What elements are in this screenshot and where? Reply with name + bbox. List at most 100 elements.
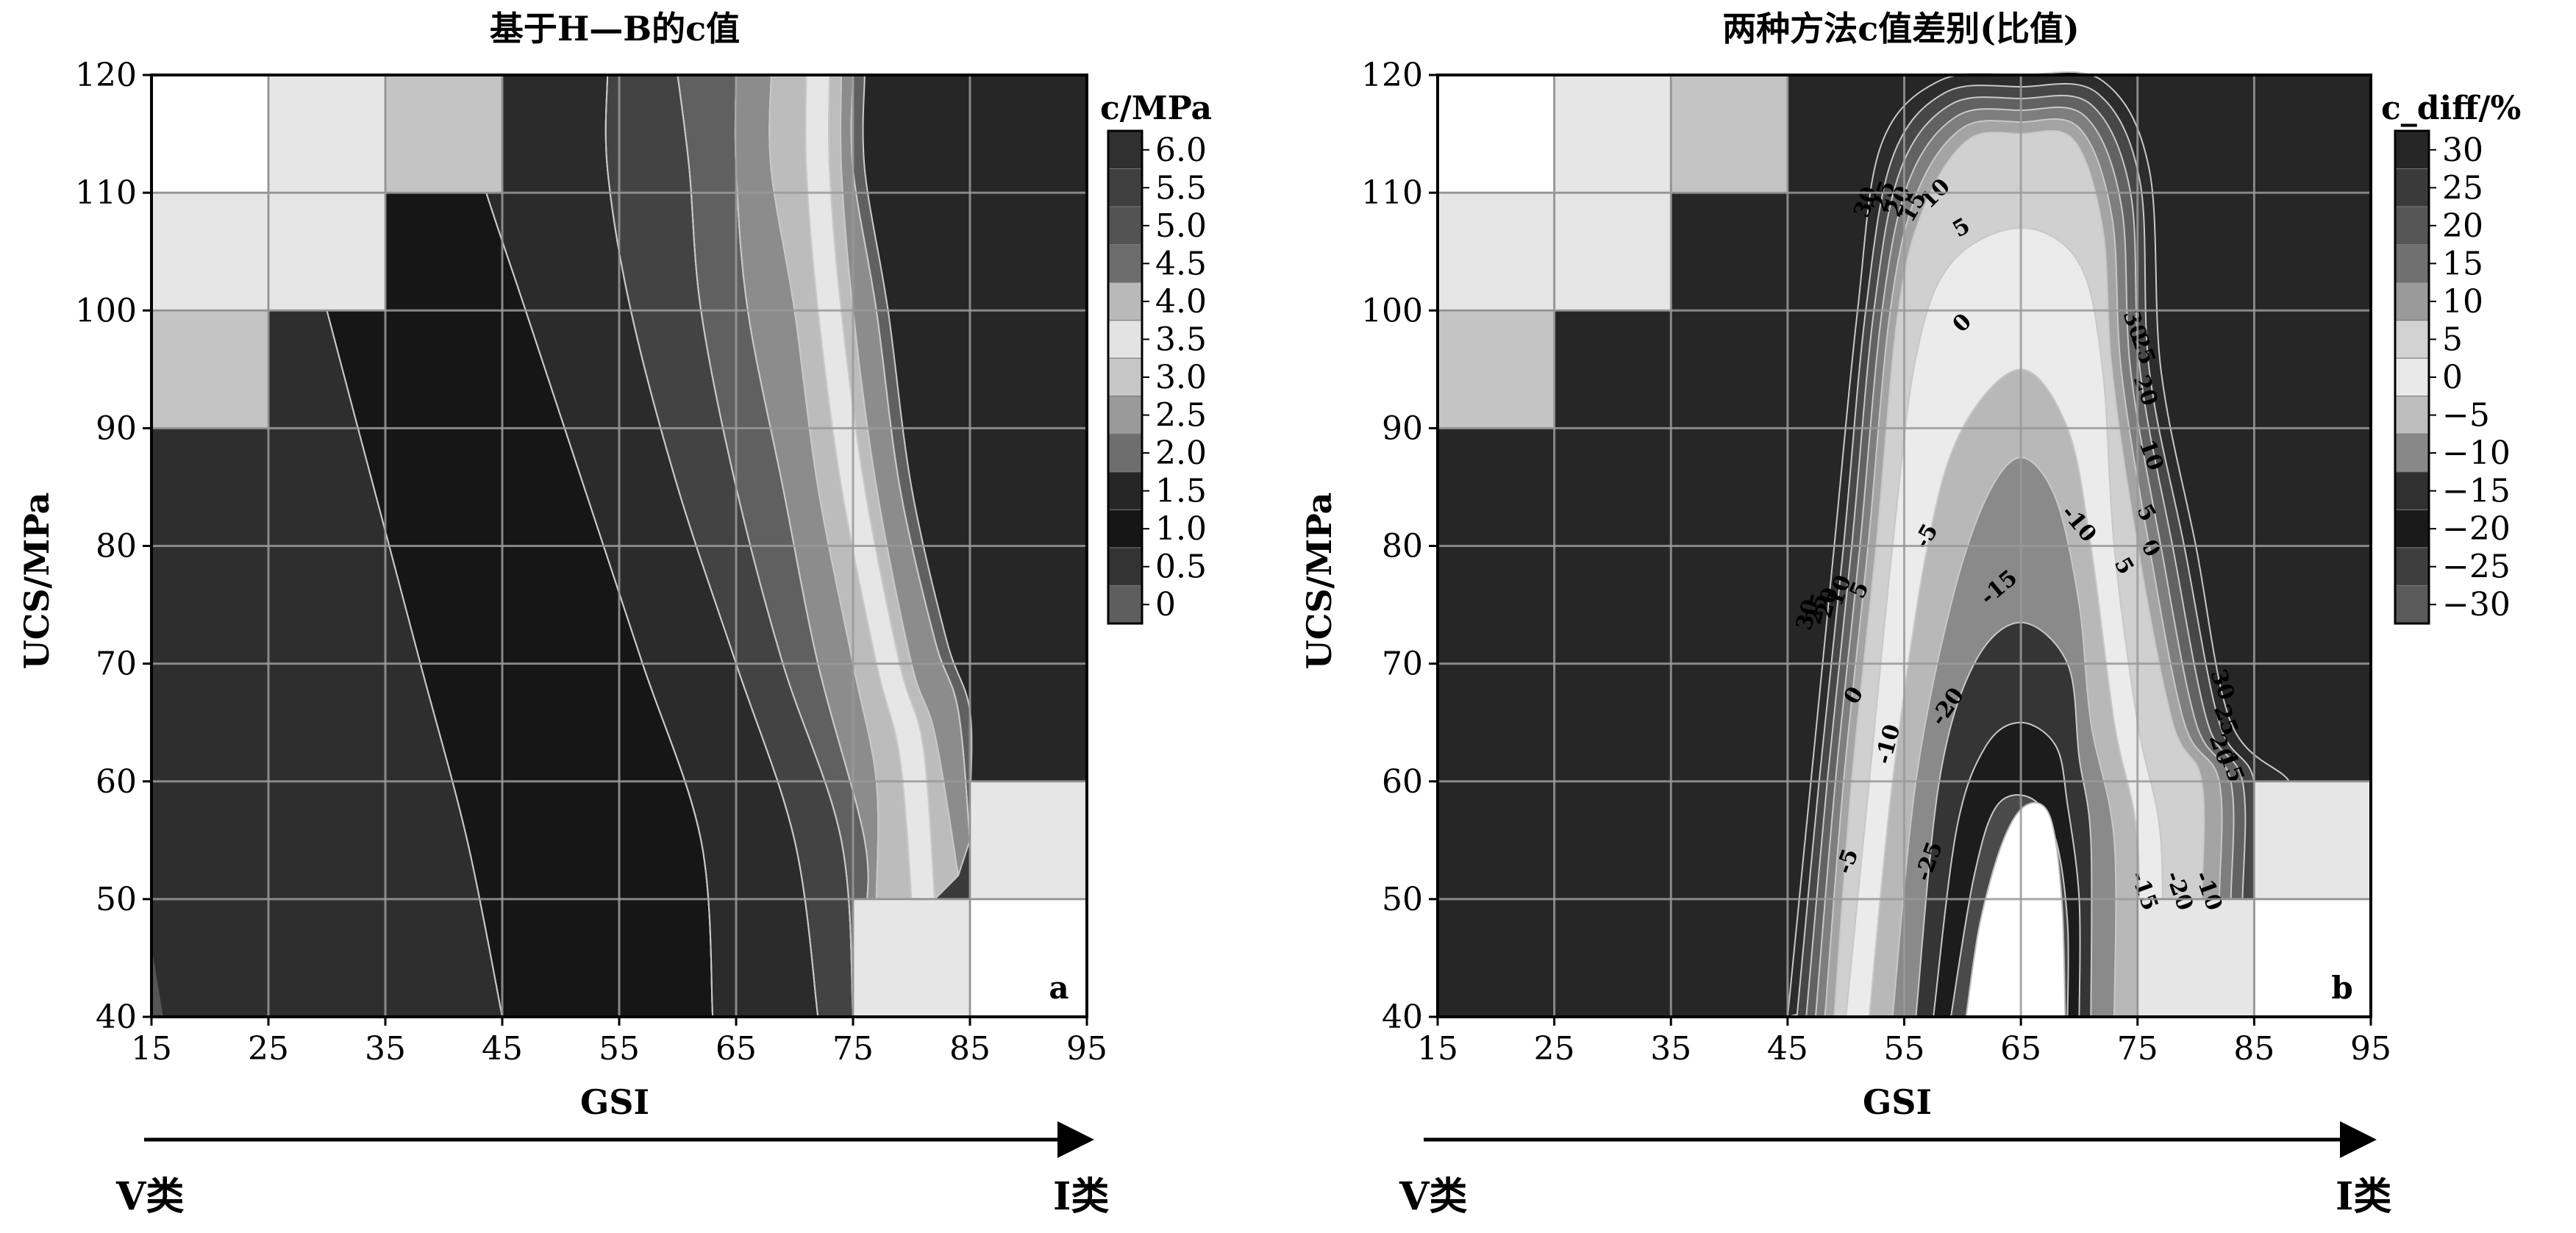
colorbar-swatch — [1107, 471, 1143, 510]
contour-band — [863, 75, 1087, 805]
colorbar-label: 15 — [2442, 245, 2483, 282]
colorbar-swatch — [1107, 168, 1143, 207]
colorbar-label: −10 — [2442, 435, 2511, 472]
panel-b-letter: b — [2331, 970, 2352, 1006]
x-tick-label: 75 — [2117, 1030, 2158, 1068]
x-tick-label: 45 — [1767, 1030, 1808, 1068]
colorbar-label: 5.5 — [1155, 169, 1207, 207]
masked-cell — [268, 74, 386, 194]
panel-b-y-axis-label: UCS/MPa — [1299, 493, 1339, 670]
panel-b-x-axis-label: GSI — [1863, 1082, 1932, 1122]
colorbar-label: 4.0 — [1155, 283, 1207, 321]
x-tick-label: 85 — [949, 1030, 991, 1068]
y-tick-label: 50 — [1382, 881, 1423, 918]
x-tick-label: 55 — [599, 1030, 640, 1068]
panel-a-colorbar: 6.05.55.04.54.03.53.02.52.01.51.00.50 — [1107, 129, 1207, 625]
colorbar-label: 5 — [2442, 321, 2463, 358]
panel-a-arrow-right-label: I类 — [1053, 1174, 1109, 1219]
colorbar-swatch — [2394, 547, 2430, 586]
x-tick-label: 65 — [2000, 1030, 2041, 1068]
y-tick-label: 40 — [96, 998, 137, 1036]
colorbar-swatch — [1107, 357, 1143, 397]
colorbar-label: 3.0 — [1155, 359, 1207, 396]
colorbar-swatch — [2394, 282, 2430, 321]
colorbar-swatch — [2394, 471, 2430, 510]
y-tick-label: 90 — [1382, 410, 1423, 447]
y-tick-label: 100 — [1361, 292, 1423, 329]
y-tick-label: 100 — [75, 292, 137, 329]
x-tick-label: 95 — [1066, 1030, 1107, 1068]
contour-band-white — [1965, 801, 2066, 1018]
masked-cell — [385, 74, 503, 194]
colorbar-swatch — [1107, 244, 1143, 283]
panel-b-colorbar-title: c_diff/% — [2381, 90, 2521, 127]
y-tick-label: 70 — [96, 646, 137, 683]
panel-b-arrow-right-label: I类 — [2336, 1174, 2391, 1219]
colorbar-label: 1.0 — [1155, 510, 1207, 548]
masked-cell — [969, 898, 1088, 1018]
y-tick-label: 70 — [1382, 646, 1423, 683]
y-tick-label: 120 — [1361, 57, 1423, 94]
panel-a-arrow-left-label: V类 — [115, 1174, 184, 1219]
panel-a-x-axis-label: GSI — [580, 1082, 649, 1122]
colorbar-label: 2.0 — [1155, 435, 1207, 472]
y-tick-label: 60 — [96, 763, 137, 801]
masked-cell — [1670, 74, 1788, 194]
contour-line — [604, 74, 819, 1018]
colorbar-label: 30 — [2442, 132, 2483, 169]
panel-a-letter: a — [1049, 970, 1068, 1006]
colorbar-label: 2.5 — [1155, 397, 1207, 435]
colorbar-label: 0 — [1155, 586, 1176, 623]
contour-line — [828, 74, 936, 899]
y-tick-label: 80 — [96, 528, 137, 565]
colorbar-label: −25 — [2442, 548, 2511, 586]
colorbar-label: 25 — [2442, 169, 2483, 207]
masked-cell — [969, 780, 1088, 900]
colorbar-swatch — [2394, 168, 2430, 207]
colorbar-swatch — [1107, 396, 1143, 435]
x-tick-label: 35 — [365, 1030, 406, 1068]
panel-a-chart: 基于H—B的c值 15 25 35 45 55 65 75 85 954050607080901… — [17, 9, 1212, 1122]
x-tick-label: 45 — [482, 1030, 523, 1068]
colorbar-swatch — [1107, 509, 1143, 548]
x-tick-label: 85 — [2233, 1030, 2274, 1068]
colorbar-label: 1.5 — [1155, 473, 1207, 510]
colorbar-swatch — [2394, 433, 2430, 473]
contour-band — [151, 946, 163, 1017]
masked-cell — [2253, 780, 2372, 900]
y-tick-label: 80 — [1382, 528, 1423, 565]
colorbar-swatch — [1107, 585, 1143, 624]
colorbar-label: 3.5 — [1155, 321, 1207, 358]
masked-cell — [1437, 74, 1555, 194]
colorbar-label: −30 — [2442, 586, 2511, 623]
panel-a-axes: 15 25 35 45 55 65 75 85 95 40 50 60 70 80 90 100 110 120 — [75, 57, 1107, 1068]
masked-cell — [1553, 74, 1672, 194]
panel-b-class-arrow: V类 I类 — [1399, 1121, 2391, 1219]
colorbar-label: 0.5 — [1155, 548, 1207, 586]
colorbar-swatch — [1107, 320, 1143, 359]
x-tick-label: 35 — [1650, 1030, 1691, 1068]
colorbar-swatch — [2394, 357, 2430, 397]
x-tick-label: 55 — [1884, 1030, 1925, 1068]
colorbar-swatch — [1107, 282, 1143, 321]
x-tick-label: 25 — [248, 1030, 289, 1068]
panel-a-title: 基于H—B的c值 — [490, 9, 740, 49]
colorbar-swatch — [2394, 509, 2430, 548]
y-tick-label: 110 — [75, 174, 137, 212]
masked-cell — [268, 192, 386, 312]
colorbar-swatch — [2394, 320, 2430, 359]
y-tick-label: 120 — [75, 57, 137, 94]
panel-b-axes: 15 25 35 45 55 65 75 85 95 40 50 60 70 80 90 100 110 120 — [1361, 57, 2391, 1068]
y-tick-label: 110 — [1361, 174, 1423, 212]
x-tick-label: 95 — [2350, 1030, 2391, 1068]
colorbar-label: 4.5 — [1155, 245, 1207, 282]
x-tick-label: 65 — [716, 1030, 757, 1068]
contour-line — [677, 74, 854, 1018]
masked-cell — [852, 898, 971, 1018]
colorbar-label: −5 — [2442, 397, 2490, 435]
x-tick-label: 15 — [1417, 1030, 1458, 1068]
masked-cell — [1553, 192, 1672, 312]
masked-cell — [2253, 898, 2372, 1018]
colorbar-label: 0 — [2442, 359, 2463, 396]
